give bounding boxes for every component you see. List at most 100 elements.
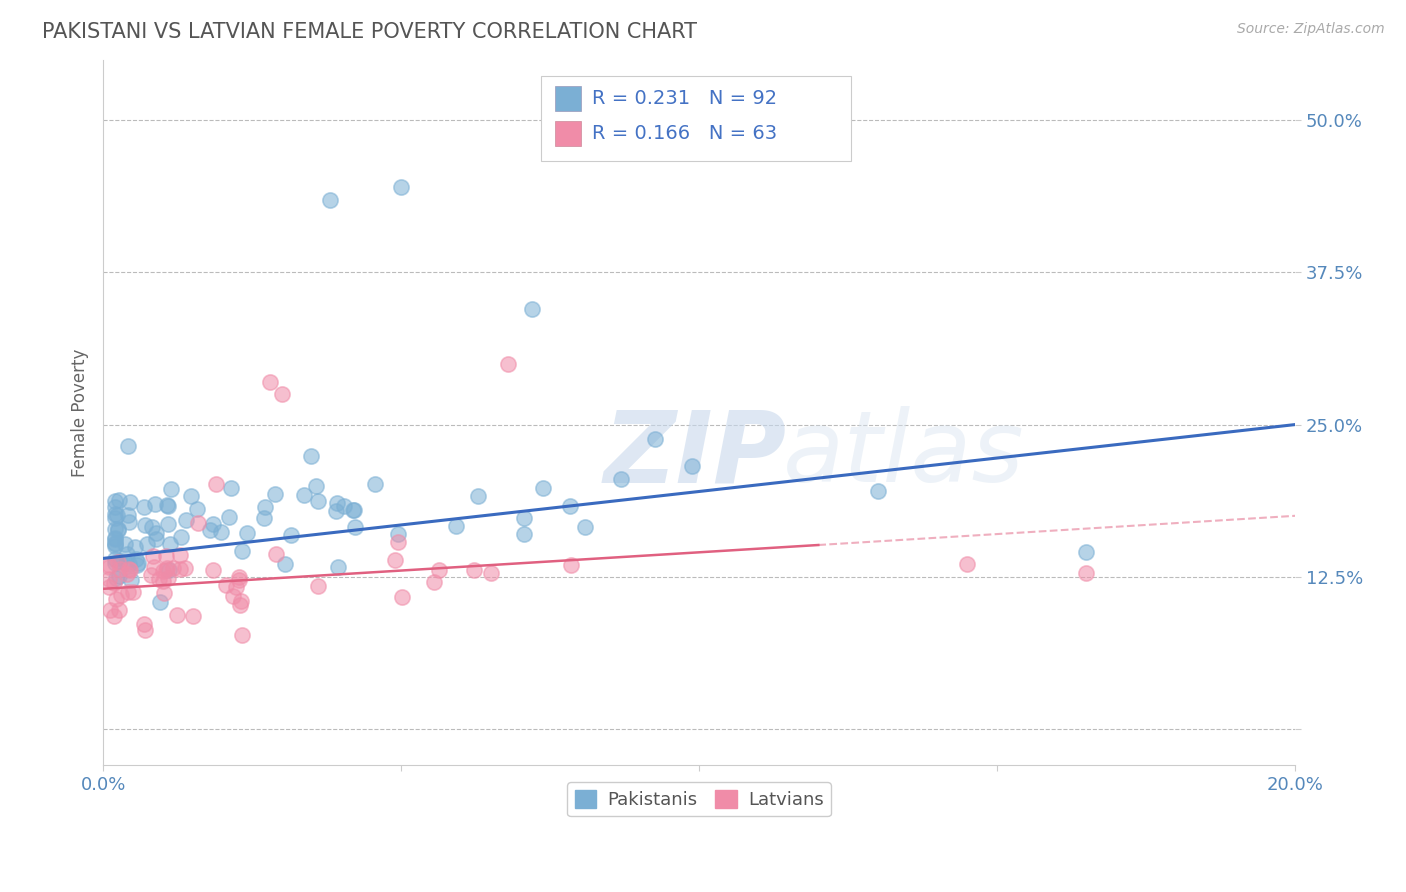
- Point: [155, 549, 177, 563]
- Point: [254, 500, 277, 514]
- Point: [107, 508, 129, 523]
- Point: [956, 558, 979, 572]
- Point: [274, 558, 297, 572]
- Point: [156, 499, 179, 513]
- Text: atlas: atlas: [783, 406, 1024, 503]
- Point: [479, 566, 502, 580]
- Point: [159, 482, 181, 496]
- Point: [201, 563, 224, 577]
- Point: [228, 570, 250, 584]
- Point: [124, 540, 146, 554]
- Point: [264, 548, 287, 562]
- Point: [299, 449, 322, 463]
- Point: [157, 516, 180, 531]
- Point: [463, 563, 485, 577]
- Point: [104, 537, 127, 551]
- Point: [107, 493, 129, 508]
- Point: [105, 591, 128, 606]
- Point: [318, 193, 340, 207]
- Point: [560, 558, 582, 572]
- Point: [522, 301, 544, 316]
- Point: [141, 520, 163, 534]
- Point: [162, 561, 184, 575]
- Point: [198, 524, 221, 538]
- Point: [153, 586, 176, 600]
- Point: [609, 472, 631, 486]
- Point: [183, 609, 205, 624]
- Point: [222, 589, 245, 603]
- Point: [152, 564, 174, 578]
- Point: [343, 503, 366, 517]
- Point: [423, 575, 446, 590]
- Point: [387, 527, 409, 541]
- Point: [104, 500, 127, 515]
- Point: [225, 580, 247, 594]
- Point: [344, 520, 367, 534]
- Point: [103, 608, 125, 623]
- Point: [186, 502, 208, 516]
- Point: [202, 516, 225, 531]
- Text: PAKISTANI VS LATVIAN FEMALE POVERTY CORRELATION CHART: PAKISTANI VS LATVIAN FEMALE POVERTY CORR…: [42, 22, 697, 42]
- Point: [157, 499, 180, 513]
- Point: [384, 553, 406, 567]
- Point: [145, 526, 167, 541]
- Point: [118, 516, 141, 530]
- Point: [391, 590, 413, 604]
- Point: [280, 528, 302, 542]
- Point: [228, 573, 250, 587]
- Point: [292, 488, 315, 502]
- Point: [209, 525, 232, 540]
- Point: [307, 579, 329, 593]
- Point: [142, 549, 165, 563]
- Point: [174, 513, 197, 527]
- Point: [644, 432, 666, 446]
- Point: [305, 478, 328, 492]
- Point: [107, 523, 129, 537]
- Point: [166, 607, 188, 622]
- Point: [155, 563, 177, 577]
- Point: [157, 571, 180, 585]
- Point: [108, 603, 131, 617]
- Point: [157, 563, 180, 577]
- Point: [229, 594, 252, 608]
- Point: [107, 521, 129, 535]
- Point: [429, 562, 451, 576]
- Point: [103, 575, 125, 590]
- Point: [342, 503, 364, 517]
- Point: [139, 568, 162, 582]
- Point: [104, 507, 127, 521]
- Point: [326, 559, 349, 574]
- Point: [574, 520, 596, 534]
- Point: [143, 560, 166, 574]
- Point: [98, 558, 121, 572]
- Point: [125, 552, 148, 566]
- Point: [98, 560, 121, 574]
- Point: [169, 562, 191, 576]
- Point: [120, 574, 142, 588]
- Point: [104, 494, 127, 508]
- Point: [174, 561, 197, 575]
- Point: [108, 554, 131, 568]
- Point: [259, 375, 281, 389]
- Point: [118, 562, 141, 576]
- Point: [307, 494, 329, 508]
- Point: [219, 481, 242, 495]
- Point: [214, 578, 236, 592]
- Point: [186, 516, 208, 530]
- Point: [498, 357, 520, 371]
- Point: [117, 439, 139, 453]
- Point: [325, 504, 347, 518]
- Point: [513, 526, 536, 541]
- Text: R = 0.231   N = 92: R = 0.231 N = 92: [592, 88, 778, 108]
- Point: [236, 526, 259, 541]
- Point: [467, 489, 489, 503]
- Point: [108, 561, 131, 575]
- Point: [115, 547, 138, 561]
- Point: [531, 481, 554, 495]
- Point: [263, 487, 285, 501]
- Point: [149, 595, 172, 609]
- Point: [156, 561, 179, 575]
- Point: [134, 518, 156, 533]
- Point: [122, 584, 145, 599]
- Text: ZIP: ZIP: [603, 406, 787, 503]
